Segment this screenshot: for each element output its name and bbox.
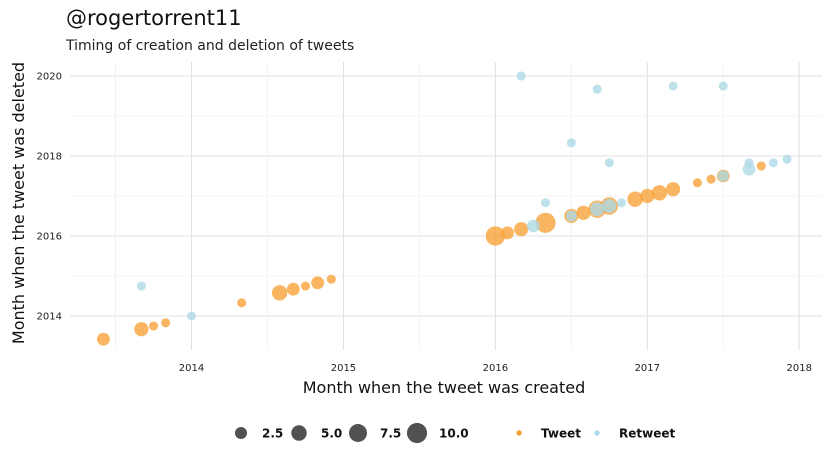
retweet-point — [718, 81, 728, 91]
chart-subtitle: Timing of creation and deletion of tweet… — [66, 38, 355, 54]
x-tick-label: 2015 — [331, 363, 356, 374]
x-axis-title: Month when the tweet was created — [303, 378, 586, 397]
size-legend-circle — [406, 422, 428, 444]
retweet-point — [565, 210, 577, 222]
y-tick-label: 2018 — [37, 152, 62, 163]
retweet-point — [717, 170, 729, 182]
tweet-point — [651, 185, 668, 201]
retweet-point — [768, 158, 778, 168]
retweet-point — [616, 198, 627, 208]
tweet-legend-swatch — [516, 430, 522, 436]
tweet-point — [576, 205, 591, 220]
tweet-point — [640, 188, 655, 204]
y-tick-label: 2020 — [37, 72, 62, 83]
tweet-point — [706, 174, 716, 184]
tweet-legend-label: Tweet — [541, 427, 581, 441]
tweet-point — [134, 322, 149, 337]
tweet-point — [149, 321, 159, 331]
tweet-point — [501, 226, 514, 240]
retweet-legend-label: Retweet — [619, 427, 675, 441]
legend: 2.5 5.0 7.5 10.0 Tweet Retweet — [234, 422, 675, 444]
retweet-point — [602, 198, 617, 214]
retweet-point — [566, 138, 576, 148]
tweet-point — [300, 281, 311, 291]
tweet-point — [756, 161, 766, 171]
tweet-point — [237, 298, 247, 308]
size-legend-label: 10.0 — [439, 427, 469, 441]
retweet-legend-swatch — [594, 430, 600, 436]
retweet-point — [590, 202, 605, 217]
size-legend-label: 5.0 — [321, 427, 342, 441]
tick-labels: 2014 2015 2016 2017 2018 2014 2016 2018 2020 — [37, 72, 812, 375]
tweet-point — [514, 222, 529, 237]
tweet-point — [485, 226, 506, 246]
tweet-point — [271, 285, 288, 301]
tweet-point — [97, 332, 110, 346]
tweet-point — [161, 318, 171, 328]
y-tick-label: 2014 — [37, 312, 62, 323]
x-tick-label: 2014 — [179, 363, 204, 374]
retweet-point — [516, 71, 526, 81]
chart-title: @rogertorrent11 — [66, 6, 242, 30]
tweet-point — [311, 276, 325, 290]
x-tick-label: 2017 — [635, 363, 660, 374]
tweet-point — [326, 274, 336, 284]
size-legend-circle — [234, 426, 248, 440]
retweet-point — [782, 154, 792, 164]
tweet-point — [692, 178, 702, 188]
size-legend-circle — [291, 425, 307, 441]
retweet-point — [186, 311, 197, 321]
retweet-point — [668, 81, 678, 91]
size-legend-label: 7.5 — [380, 427, 401, 441]
x-tick-label: 2018 — [786, 363, 811, 374]
y-tick-label: 2016 — [37, 232, 62, 243]
size-legend-circle — [349, 424, 367, 442]
retweet-point — [540, 198, 551, 208]
data-points — [97, 71, 792, 346]
size-legend-label: 2.5 — [262, 427, 283, 441]
retweet-point — [742, 162, 756, 176]
retweet-point — [592, 84, 602, 94]
tweet-point — [666, 182, 681, 197]
tweet-point — [535, 212, 556, 233]
tweet-point — [627, 191, 643, 207]
retweet-point — [526, 219, 540, 233]
x-tick-label: 2016 — [483, 363, 508, 374]
y-axis-title: Month when the tweet was deleted — [9, 62, 28, 344]
grid-lines — [70, 62, 822, 350]
tweet-point — [286, 282, 300, 296]
retweet-point — [604, 158, 614, 168]
retweet-point — [136, 281, 146, 291]
